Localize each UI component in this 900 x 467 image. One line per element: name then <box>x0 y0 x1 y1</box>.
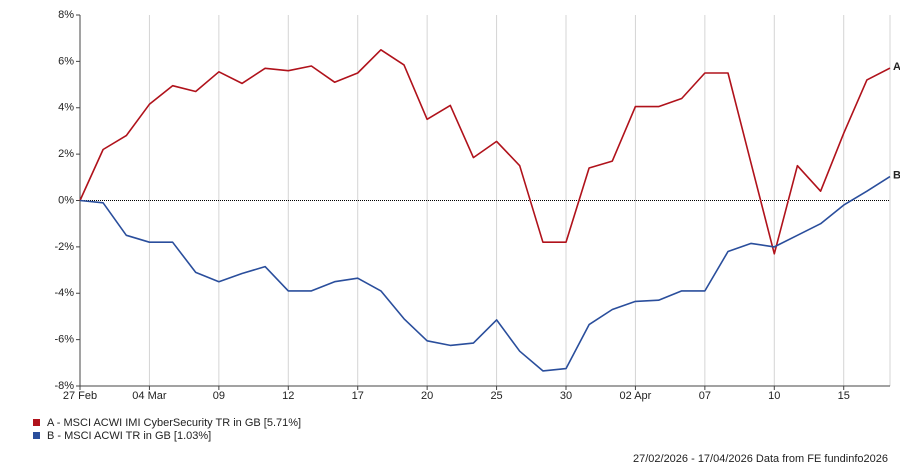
legend-label: B - MSCI ACWI TR in GB [1.03%] <box>47 430 211 442</box>
y-tick-label: 2% <box>58 148 74 160</box>
x-tick-label: 27 Feb <box>63 390 97 402</box>
y-tick-label: 8% <box>58 9 74 21</box>
y-tick-label: -4% <box>54 287 74 299</box>
end-label: A <box>893 61 900 73</box>
x-tick-label: 04 Mar <box>132 390 167 402</box>
y-tick-label: -6% <box>54 334 74 346</box>
legend-swatch <box>33 419 40 426</box>
legend-label: A - MSCI ACWI IMI CyberSecurity TR in GB… <box>47 417 301 429</box>
x-tick-label: 17 <box>352 390 364 402</box>
x-tick-label: 10 <box>768 390 780 402</box>
x-tick-label: 30 <box>560 390 572 402</box>
x-tick-label: 12 <box>282 390 294 402</box>
source-note: 27/02/2026 - 17/04/2026 Data from FE fun… <box>633 453 888 465</box>
y-tick-label: -2% <box>54 241 74 253</box>
series-line <box>79 175 891 372</box>
y-tick-label: 4% <box>58 102 74 114</box>
x-tick-label: 25 <box>490 390 502 402</box>
x-tick-label: 07 <box>699 390 711 402</box>
x-tick-label: 09 <box>213 390 225 402</box>
end-label: B <box>893 170 900 182</box>
x-tick-label: 15 <box>838 390 850 402</box>
y-tick-label: 6% <box>58 55 74 67</box>
x-tick-label: 20 <box>421 390 433 402</box>
y-tick-label: 0% <box>58 194 74 206</box>
legend-swatch <box>33 432 40 439</box>
series-line <box>79 49 891 255</box>
y-tick-label: -8% <box>54 380 74 392</box>
x-tick-label: 02 Apr <box>620 390 652 402</box>
